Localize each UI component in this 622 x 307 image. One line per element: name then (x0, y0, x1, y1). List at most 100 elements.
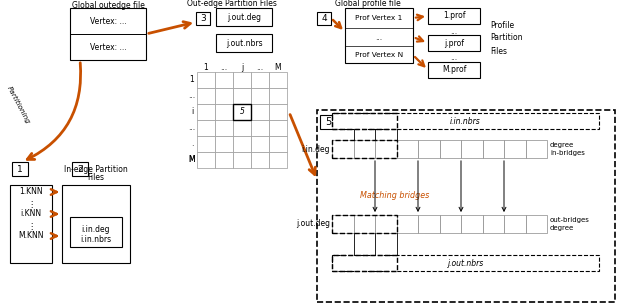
Text: i.KNN: i.KNN (21, 209, 42, 219)
Bar (70, 8, 146, 60)
Bar (62, 185, 130, 263)
Bar (440, 140, 461, 158)
Bar (332, 113, 396, 129)
Text: ...: ... (450, 26, 458, 36)
Bar (12, 162, 28, 176)
Text: Global profile file: Global profile file (335, 0, 401, 7)
Bar (233, 104, 251, 120)
Bar (461, 215, 483, 233)
Bar (233, 120, 251, 136)
Text: j.out.nbrs: j.out.nbrs (226, 38, 262, 48)
Text: M: M (275, 63, 281, 72)
Bar (375, 140, 396, 158)
Text: Partition: Partition (490, 33, 522, 42)
Bar (72, 162, 88, 176)
Text: Vertex: ...: Vertex: ... (90, 42, 126, 52)
Bar (483, 215, 504, 233)
Text: i: i (191, 107, 193, 116)
Bar (332, 140, 396, 158)
Bar (317, 12, 331, 25)
Text: ...: ... (376, 33, 383, 41)
Bar (332, 113, 599, 129)
Bar (251, 136, 269, 152)
Bar (215, 88, 233, 104)
Bar (504, 215, 526, 233)
Text: Profile: Profile (490, 21, 514, 29)
Text: j.prof: j.prof (444, 38, 464, 48)
Bar (215, 104, 233, 120)
Text: 1: 1 (190, 76, 194, 84)
Bar (428, 8, 480, 24)
Text: Prof Vertex N: Prof Vertex N (355, 52, 403, 58)
Text: M: M (188, 156, 195, 165)
Text: j.out.nbrs: j.out.nbrs (447, 258, 484, 267)
Text: ...: ... (220, 63, 228, 72)
Text: Files: Files (490, 46, 507, 56)
Bar (418, 215, 440, 233)
Bar (396, 140, 418, 158)
Text: ...: ... (256, 63, 264, 72)
Text: In-edge Partition: In-edge Partition (64, 165, 128, 174)
Text: Files: Files (88, 173, 104, 182)
Text: .: . (191, 139, 193, 149)
Text: ...: ... (450, 53, 458, 63)
Bar (251, 72, 269, 88)
Text: 1: 1 (203, 63, 208, 72)
Bar (251, 152, 269, 168)
Bar (216, 8, 272, 26)
Bar (345, 8, 413, 63)
Text: ⋮: ⋮ (27, 200, 35, 208)
Bar (332, 255, 599, 271)
Text: M: M (188, 156, 195, 165)
Bar (269, 136, 287, 152)
Bar (332, 140, 353, 158)
Bar (251, 88, 269, 104)
Bar (428, 62, 480, 78)
Bar (375, 215, 396, 233)
Text: i.in.nbrs: i.in.nbrs (450, 116, 481, 126)
Text: ...: ... (188, 123, 195, 133)
Bar (526, 215, 547, 233)
Text: degree: degree (550, 142, 574, 148)
Text: i.in.nbrs: i.in.nbrs (80, 235, 111, 244)
Bar (216, 34, 272, 52)
Text: 5: 5 (325, 117, 331, 127)
Bar (353, 215, 375, 233)
Bar (10, 185, 52, 263)
Text: Global outedge file: Global outedge file (72, 1, 144, 10)
Text: 1: 1 (17, 165, 23, 173)
Bar (269, 88, 287, 104)
Bar (215, 152, 233, 168)
Text: i.in.deg: i.in.deg (81, 224, 110, 234)
Bar (396, 215, 418, 233)
Bar (197, 152, 215, 168)
Bar (332, 255, 396, 271)
Bar (418, 140, 440, 158)
Bar (197, 88, 215, 104)
Bar (215, 120, 233, 136)
Bar (251, 104, 269, 120)
Bar (197, 104, 215, 120)
Text: ...: ... (188, 91, 195, 100)
Text: ⋮: ⋮ (27, 221, 35, 231)
Bar (196, 12, 210, 25)
Bar (197, 72, 215, 88)
Text: 3: 3 (200, 14, 206, 23)
Text: degree: degree (550, 225, 574, 231)
Text: Partitioning: Partitioning (6, 85, 30, 125)
Bar (233, 104, 251, 120)
Bar (526, 140, 547, 158)
Bar (251, 120, 269, 136)
Text: i.in.deg: i.in.deg (302, 145, 330, 154)
Bar (197, 136, 215, 152)
Text: j.out.deg: j.out.deg (227, 13, 261, 21)
Text: 1.prof: 1.prof (443, 11, 465, 21)
Bar (233, 72, 251, 88)
Text: out-bridges: out-bridges (550, 217, 590, 223)
Bar (269, 104, 287, 120)
Bar (317, 110, 615, 302)
Bar (70, 217, 122, 247)
Text: j.out.deg: j.out.deg (296, 220, 330, 228)
Bar (215, 72, 233, 88)
Text: M.prof: M.prof (442, 65, 466, 75)
